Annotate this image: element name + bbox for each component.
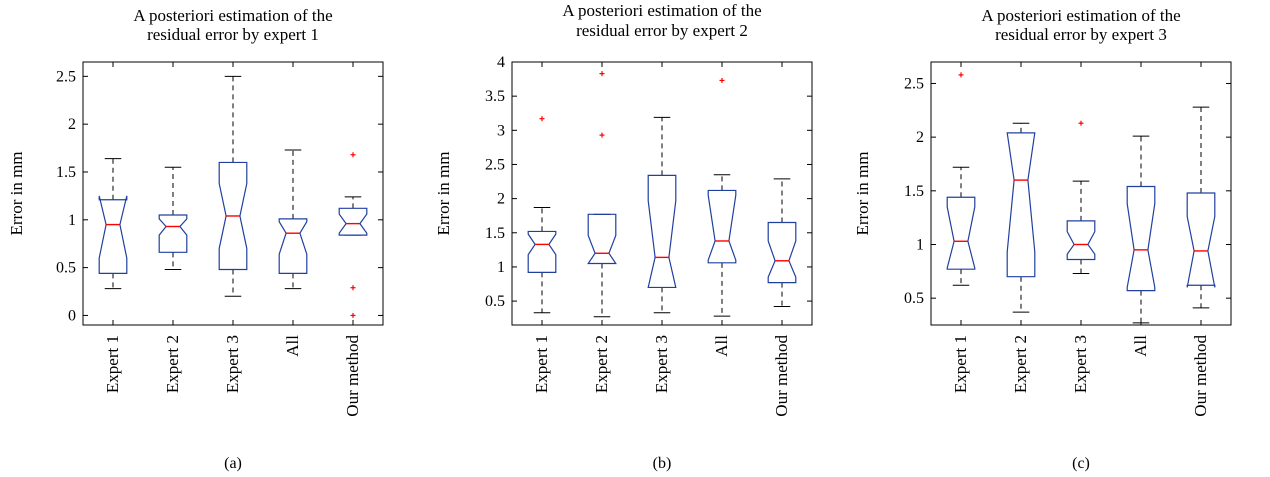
notched-box: [1066, 220, 1096, 261]
y-tick-label: 0.5: [56, 260, 76, 277]
x-category-label: Expert 2: [592, 335, 611, 393]
box-group: Expert 3: [1066, 62, 1096, 393]
box-group: All: [707, 62, 737, 357]
notched-box: [707, 189, 737, 264]
outlier-point: [599, 71, 605, 77]
x-category-label: Our method: [772, 335, 791, 417]
outlier-point: [1078, 120, 1084, 126]
y-axis-label: Error in mm: [7, 151, 26, 235]
box-group: Expert 2: [158, 62, 188, 393]
notched-box: [218, 161, 248, 271]
y-tick-label: 4: [497, 54, 505, 71]
panel-label: (b): [653, 455, 672, 472]
outlier-point: [599, 132, 605, 138]
box-group: All: [278, 62, 308, 357]
y-tick-label: 2: [916, 129, 924, 146]
y-tick-label: 3.5: [485, 88, 505, 105]
x-category-label: Expert 3: [1071, 335, 1090, 393]
notched-box: [98, 195, 128, 274]
plot-frame: [511, 61, 813, 326]
y-tick-label: 3: [497, 122, 505, 139]
plot-frame: [82, 61, 384, 326]
chart-title: A posteriori estimation of the: [981, 6, 1180, 25]
notched-box: [946, 196, 976, 270]
notched-box: [527, 230, 557, 273]
y-tick-label: 1: [916, 236, 924, 253]
y-tick-label: 2.5: [904, 75, 924, 92]
y-tick-label: 1: [497, 259, 505, 276]
y-tick-label: 1.5: [904, 183, 924, 200]
x-category-label: Our method: [343, 335, 362, 417]
y-tick-label: 2: [68, 116, 76, 133]
x-category-label: Expert 1: [951, 335, 970, 393]
x-category-label: Our method: [1191, 335, 1210, 417]
notched-box: [158, 214, 188, 253]
x-category-label: All: [283, 335, 302, 357]
notched-box: [278, 218, 308, 274]
outlier-point: [719, 77, 725, 83]
chart-title: residual error by expert 1: [147, 25, 319, 44]
notched-box: [1006, 132, 1036, 278]
box-group: Expert 3: [647, 62, 677, 393]
box-group: Expert 3: [218, 62, 248, 393]
x-category-label: Expert 2: [1011, 335, 1030, 393]
chart-title: residual error by expert 3: [995, 25, 1167, 44]
outlier-point: [350, 285, 356, 291]
box-group: Our method: [767, 62, 797, 417]
box-group: Expert 1: [98, 62, 128, 393]
outlier-point: [539, 116, 545, 122]
box-group: All: [1126, 62, 1156, 357]
panel-label: (c): [1072, 455, 1090, 472]
y-tick-label: 0: [68, 307, 76, 324]
y-tick-label: 0.5: [904, 290, 924, 307]
outlier-point: [350, 152, 356, 158]
x-category-label: Expert 3: [652, 335, 671, 393]
x-category-label: Expert 3: [223, 335, 242, 393]
x-category-label: Expert 2: [163, 335, 182, 393]
outlier-point: [350, 312, 356, 318]
y-tick-label: 2.5: [485, 156, 505, 173]
box-group: Our method: [1186, 62, 1216, 417]
chart-title: A posteriori estimation of the: [562, 1, 761, 20]
notched-box: [587, 213, 617, 265]
y-tick-label: 1.5: [485, 225, 505, 242]
y-tick-label: 0.5: [485, 293, 505, 310]
notched-box: [338, 207, 368, 236]
y-tick-label: 2.5: [56, 68, 76, 85]
x-category-label: All: [1131, 335, 1150, 357]
box-group: Expert 2: [1006, 62, 1036, 393]
chart-title: A posteriori estimation of the: [133, 6, 332, 25]
notched-box: [1126, 185, 1156, 292]
x-category-label: Expert 1: [532, 335, 551, 393]
box-group: Expert 2: [587, 62, 617, 393]
y-tick-label: 2: [497, 191, 505, 208]
box-group: Expert 1: [946, 62, 976, 393]
notched-box: [647, 174, 677, 289]
box-group: Expert 1: [527, 62, 557, 393]
y-tick-label: 1: [68, 212, 76, 229]
box-group: Our method: [338, 62, 368, 417]
y-tick-label: 1.5: [56, 164, 76, 181]
x-category-label: Expert 1: [103, 335, 122, 393]
notched-box: [1186, 192, 1216, 288]
x-category-label: All: [712, 335, 731, 357]
y-axis-label: Error in mm: [853, 151, 872, 235]
panel-label: (a): [224, 455, 242, 472]
y-axis-label: Error in mm: [434, 151, 453, 235]
chart-title: residual error by expert 2: [576, 21, 748, 40]
outlier-point: [958, 72, 964, 78]
notched-box: [767, 221, 797, 284]
